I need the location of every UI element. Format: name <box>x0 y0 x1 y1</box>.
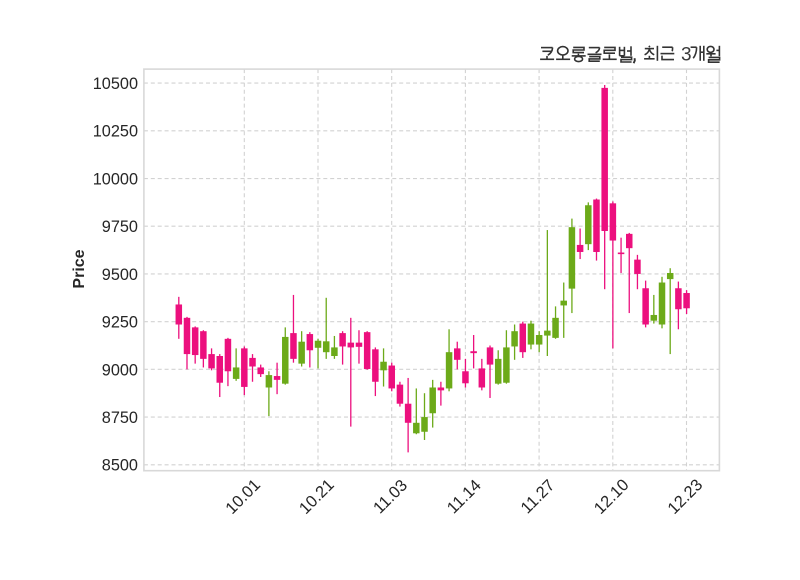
svg-text:8500: 8500 <box>102 457 138 475</box>
svg-text:8750: 8750 <box>102 409 138 427</box>
svg-text:9000: 9000 <box>102 361 138 379</box>
svg-text:3: 3 <box>681 44 692 65</box>
svg-text:9500: 9500 <box>102 266 138 284</box>
svg-text:Price: Price <box>71 249 88 288</box>
svg-text:10250: 10250 <box>93 123 138 141</box>
svg-text:10500: 10500 <box>93 75 138 93</box>
svg-text:10000: 10000 <box>93 170 138 188</box>
svg-text:9750: 9750 <box>102 218 138 236</box>
svg-text:9250: 9250 <box>102 314 138 332</box>
